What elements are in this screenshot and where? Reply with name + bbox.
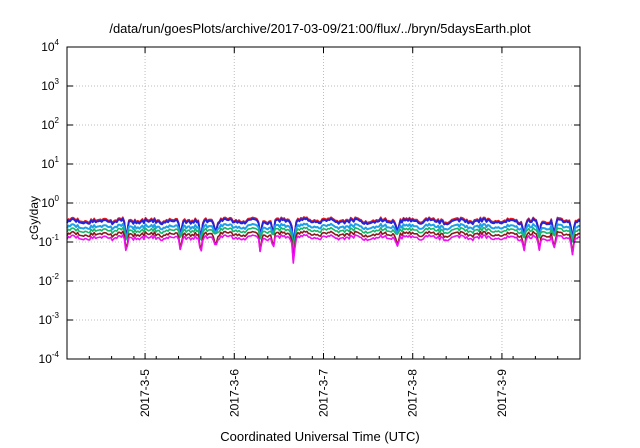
y-tick-label: 102	[41, 116, 59, 132]
y-tick-label: 10-4	[39, 350, 60, 366]
chart-title: /data/run/goesPlots/archive/2017-03-09/2…	[109, 21, 531, 36]
y-tick-label: 10-3	[39, 311, 60, 327]
y-tick-label: 100	[41, 194, 59, 210]
y-axis-label: cGy/day	[27, 195, 41, 241]
series-line	[66, 226, 581, 255]
y-axis: 10-4 10-3 10-2 10-1 100 101 102 103 104	[39, 38, 580, 366]
y-tick-label: 10-2	[39, 272, 60, 288]
grid-lines	[67, 47, 580, 359]
series-line	[66, 217, 581, 249]
y-tick-label: 101	[41, 155, 59, 171]
x-tick-label: 2017-3-7	[317, 369, 331, 417]
y-tick-label: 10-1	[39, 233, 60, 249]
series-line	[66, 222, 581, 253]
series-line	[66, 230, 581, 262]
x-tick-label: 2017-3-6	[227, 369, 241, 417]
y-tick-label: 103	[41, 77, 59, 93]
x-tick-label: 2017-3-9	[495, 369, 509, 417]
series-group	[66, 216, 581, 264]
y-tick-label: 104	[41, 38, 59, 54]
x-axis-label: Coordinated Universal Time (UTC)	[220, 429, 420, 444]
series-line	[66, 233, 581, 264]
x-tick-label: 2017-3-5	[138, 369, 152, 417]
x-tick-label: 2017-3-8	[406, 369, 420, 417]
x-axis: 2017-3-5 2017-3-6 2017-3-7 2017-3-8 2017-3-9	[66, 47, 581, 417]
